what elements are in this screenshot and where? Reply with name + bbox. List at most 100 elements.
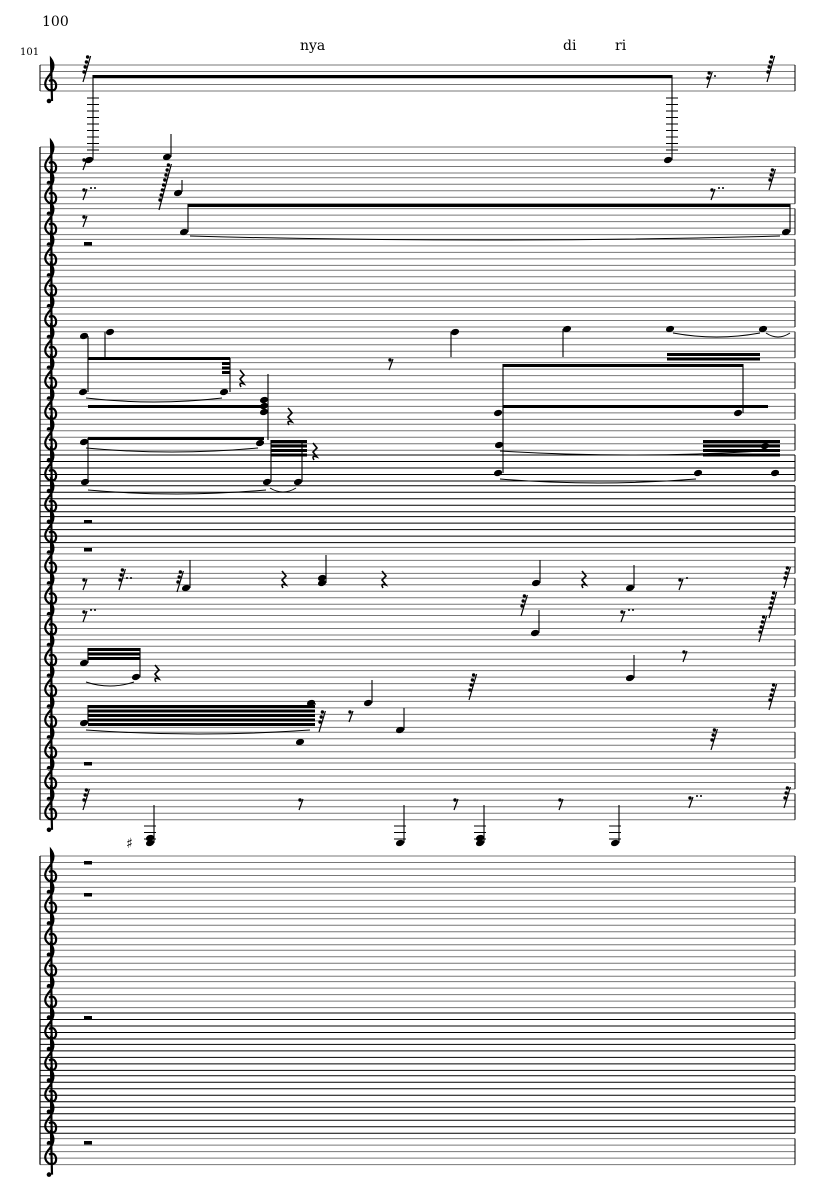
- note-head: [494, 441, 504, 449]
- dot: [714, 75, 716, 77]
- rest-icon: [164, 173, 168, 177]
- treble-clef-icon: [44, 691, 58, 738]
- rest-icon: [453, 798, 457, 802]
- rest-icon: [118, 578, 122, 582]
- rest-icon: [712, 728, 717, 732]
- rest-icon: [783, 566, 791, 589]
- dot: [130, 577, 132, 579]
- beam: [188, 204, 790, 207]
- rest-icon: [176, 570, 184, 593]
- dot: [718, 187, 720, 189]
- rest-icon: [165, 168, 169, 172]
- beam: [88, 437, 264, 440]
- note-head: [493, 469, 503, 477]
- note-head: [79, 438, 89, 446]
- treble-clef-icon: [44, 1129, 58, 1175]
- note-head: [131, 673, 141, 681]
- beam: [703, 453, 780, 457]
- beam: [667, 353, 760, 356]
- rest-icon: [82, 610, 88, 623]
- whole-rest-icon: [84, 861, 92, 865]
- note-head: [306, 699, 316, 707]
- rest-icon: [161, 183, 166, 187]
- rest-icon: [783, 576, 787, 580]
- rest-icon: [320, 710, 325, 714]
- whole-rest-icon: [84, 762, 92, 766]
- rest-icon: [177, 575, 181, 579]
- note-head: [259, 408, 269, 416]
- rest-icon: [768, 178, 772, 182]
- rest-icon: [82, 578, 86, 582]
- note-head: [665, 325, 675, 333]
- note-head: [693, 469, 703, 477]
- note-head: [259, 396, 269, 404]
- treble-clef-icon: [44, 722, 58, 769]
- treble-clef-icon: [44, 909, 58, 955]
- rest-icon: [468, 688, 472, 692]
- rest-icon: [83, 65, 87, 69]
- beam: [88, 718, 315, 722]
- beam: [222, 371, 230, 374]
- quarter-rest-icon: [238, 369, 247, 388]
- rest-icon: [710, 738, 714, 742]
- rest-icon: [558, 798, 562, 802]
- treble-clef-icon: [44, 846, 58, 893]
- note-head: [781, 228, 791, 236]
- rest-icon: [82, 610, 86, 614]
- rest-icon: [785, 786, 790, 790]
- beam: [667, 357, 760, 361]
- dot: [90, 609, 92, 611]
- rest-icon: [771, 591, 776, 595]
- tie: [85, 397, 223, 403]
- quarter-rest-icon: [311, 442, 320, 461]
- rest-icon: [82, 578, 88, 591]
- note-head: [179, 228, 189, 236]
- treble-clef-icon: [44, 476, 58, 522]
- treble-clef-icon: [44, 537, 58, 584]
- rest-icon: [319, 715, 323, 719]
- note-head: [105, 328, 115, 336]
- note-head: [145, 839, 155, 847]
- treble-clef-icon: [44, 414, 58, 461]
- lyric-syllable: nya: [300, 38, 326, 54]
- beam: [703, 449, 780, 452]
- tie: [87, 489, 267, 495]
- rest-icon: [82, 55, 92, 83]
- beam: [271, 440, 307, 443]
- dot: [632, 609, 634, 611]
- rest-icon: [766, 55, 776, 83]
- dot: [90, 187, 92, 189]
- rest-icon: [176, 580, 180, 584]
- rest-icon: [768, 168, 776, 191]
- rest-icon: [348, 710, 354, 723]
- treble-clef-icon: [44, 1097, 58, 1144]
- note-head: [493, 409, 503, 417]
- treble-clef-icon: [44, 322, 58, 368]
- rest-icon: [771, 683, 776, 687]
- note-head: [79, 659, 89, 667]
- rest-icon: [159, 193, 163, 197]
- rest-icon: [760, 620, 765, 624]
- treble-clef-icon: [44, 784, 58, 830]
- treble-clef-icon: [44, 972, 58, 1018]
- dot: [696, 795, 698, 797]
- beam: [88, 648, 140, 651]
- rest-icon: [770, 596, 775, 600]
- rest-icon: [82, 158, 88, 171]
- dot: [686, 577, 688, 579]
- note-head: [173, 189, 183, 197]
- rest-icon: [678, 578, 682, 582]
- dot: [700, 795, 702, 797]
- rest-icon: [558, 798, 564, 811]
- tie: [672, 332, 761, 338]
- rest-icon: [758, 630, 762, 634]
- beam: [88, 705, 315, 708]
- rest-icon: [769, 601, 773, 605]
- treble-clef-icon: [44, 877, 58, 924]
- rest-icon: [620, 610, 624, 614]
- rest-icon: [178, 570, 183, 574]
- rest-icon: [82, 798, 86, 802]
- rest-icon: [158, 163, 172, 211]
- rest-icon: [770, 688, 775, 692]
- treble-clef-icon: [44, 445, 58, 492]
